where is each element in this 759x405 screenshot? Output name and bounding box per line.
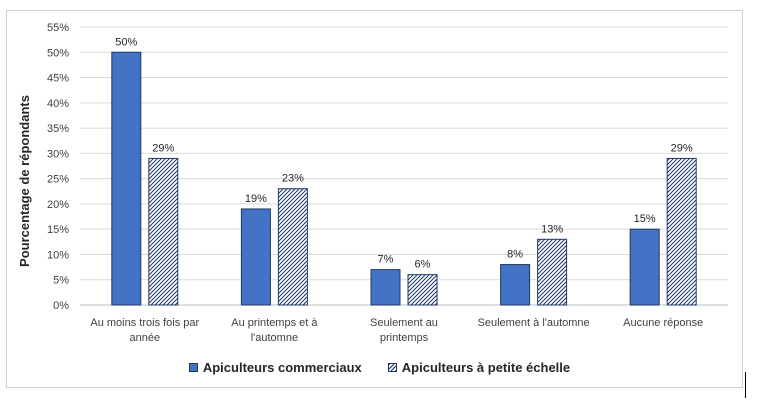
data-label: 19% bbox=[245, 193, 267, 205]
data-label: 29% bbox=[152, 142, 174, 154]
legend-item-small-scale: Apiculteurs à petite échelle bbox=[387, 360, 571, 375]
bar bbox=[370, 269, 401, 306]
legend: Apiculteurs commerciaux Apiculteurs à pe… bbox=[0, 360, 759, 375]
y-tick-label: 40% bbox=[47, 98, 69, 110]
x-tick-label: Seulement au bbox=[370, 317, 438, 329]
x-tick-label: année bbox=[130, 332, 161, 344]
y-tick-label: 10% bbox=[47, 249, 69, 261]
legend-item-commercial: Apiculteurs commerciaux bbox=[188, 360, 362, 375]
y-tick-label: 50% bbox=[47, 47, 69, 59]
bar bbox=[148, 157, 179, 306]
data-label: 15% bbox=[634, 213, 656, 225]
x-tick-label: Au moins trois fois par bbox=[90, 317, 199, 329]
x-tick-label: printemps bbox=[380, 332, 429, 344]
x-tick-label: l'automne bbox=[251, 332, 298, 344]
data-label: 50% bbox=[115, 36, 137, 48]
y-tick-label: 25% bbox=[47, 174, 69, 186]
y-tick-label: 30% bbox=[47, 148, 69, 160]
y-tick-label: 45% bbox=[47, 73, 69, 85]
bar bbox=[500, 264, 531, 306]
bar bbox=[407, 274, 438, 306]
legend-swatch-solid bbox=[188, 363, 198, 372]
bar bbox=[537, 238, 568, 306]
x-tick-label: Seulement à l'automne bbox=[478, 317, 590, 329]
data-label: 29% bbox=[671, 142, 693, 154]
legend-swatch-hatched bbox=[387, 363, 397, 372]
chart-frame bbox=[6, 10, 743, 388]
x-tick-label: Au printemps et à bbox=[231, 317, 318, 329]
bar bbox=[240, 208, 271, 306]
edge-mark bbox=[745, 372, 746, 398]
bar bbox=[111, 51, 142, 306]
legend-label: Apiculteurs commerciaux bbox=[202, 360, 362, 375]
legend-label: Apiculteurs à petite échelle bbox=[401, 360, 571, 375]
bar bbox=[277, 188, 308, 306]
y-tick-label: 35% bbox=[47, 123, 69, 135]
y-tick-label: 15% bbox=[47, 224, 69, 236]
y-tick-label: 0% bbox=[53, 300, 69, 312]
bar bbox=[629, 228, 660, 306]
y-tick-label: 5% bbox=[53, 275, 69, 287]
data-label: 8% bbox=[507, 249, 523, 261]
y-tick-label: 55% bbox=[47, 22, 69, 34]
data-label: 6% bbox=[415, 259, 431, 271]
bar-chart: 0% 5% 10% 15% 20% 25% 30% 35% 40% 45% 50% 55% 50% 29… bbox=[17, 22, 728, 344]
x-tick-label: Aucune réponse bbox=[623, 317, 703, 329]
y-axis-label: Pourcentage de répondants bbox=[17, 95, 32, 267]
data-label: 13% bbox=[541, 223, 563, 235]
y-tick-label: 20% bbox=[47, 199, 69, 211]
bar bbox=[666, 157, 697, 306]
data-label: 23% bbox=[282, 173, 304, 185]
data-label: 7% bbox=[378, 254, 394, 266]
